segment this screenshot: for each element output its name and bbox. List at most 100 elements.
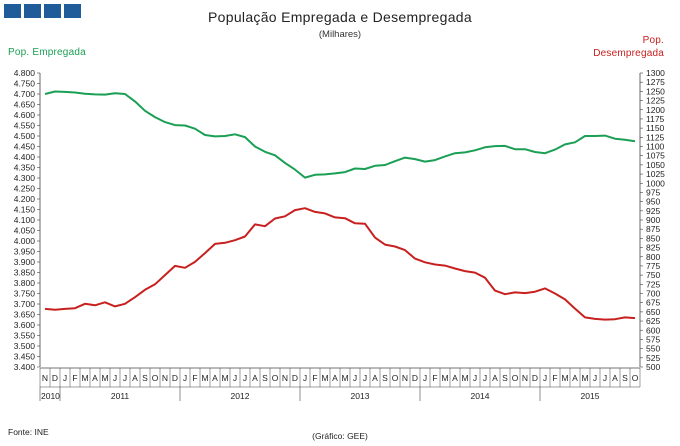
month-label: J <box>483 373 487 383</box>
month-label: O <box>512 373 519 383</box>
right-axis-label-line2: Desempregada <box>593 48 664 59</box>
right-tick-label: 550 <box>646 344 660 354</box>
right-tick-label: 1250 <box>646 86 665 96</box>
logo-block <box>44 4 61 18</box>
left-tick-label: 4.750 <box>14 79 36 89</box>
right-tick-label: 650 <box>646 307 660 317</box>
year-label: 2014 <box>471 391 490 401</box>
month-label: S <box>142 373 148 383</box>
logo-block <box>4 4 21 18</box>
month-label: M <box>441 373 448 383</box>
left-tick-label: 3.900 <box>14 257 36 267</box>
right-tick-label: 750 <box>646 270 660 280</box>
left-tick-label: 4.350 <box>14 163 36 173</box>
month-label: J <box>593 373 597 383</box>
logo-block <box>24 4 41 18</box>
year-label: 2010 <box>41 391 60 401</box>
month-label: J <box>543 373 547 383</box>
month-label: M <box>321 373 328 383</box>
gee-logo <box>4 4 81 18</box>
chart-credit: (Gráfico: GEE) <box>312 431 368 441</box>
left-tick-label: 4.050 <box>14 226 36 236</box>
left-tick-label: 4.650 <box>14 100 36 110</box>
left-tick-label: 4.250 <box>14 184 36 194</box>
left-tick-label: 3.450 <box>14 352 36 362</box>
left-tick-label: 3.600 <box>14 320 36 330</box>
month-label: D <box>292 373 298 383</box>
series-line-unemployed <box>44 207 636 321</box>
left-tick-label: 3.550 <box>14 331 36 341</box>
month-label: J <box>473 373 477 383</box>
right-tick-label: 975 <box>646 187 660 197</box>
left-axis-label: Pop. Empregada <box>8 47 86 58</box>
right-tick-label: 1200 <box>646 105 665 115</box>
month-label: N <box>522 373 528 383</box>
month-label: F <box>552 373 557 383</box>
left-tick-label: 4.600 <box>14 110 36 120</box>
month-label: N <box>162 373 168 383</box>
month-label: F <box>72 373 77 383</box>
left-tick-label: 3.400 <box>14 362 36 372</box>
right-tick-label: 1125 <box>646 132 665 142</box>
month-label: M <box>461 373 468 383</box>
left-tick-label: 4.700 <box>14 89 36 99</box>
month-label: J <box>603 373 607 383</box>
right-tick-label: 1025 <box>646 169 665 179</box>
month-label: A <box>332 373 338 383</box>
left-tick-label: 4.800 <box>14 68 36 78</box>
month-label: S <box>622 373 628 383</box>
right-tick-label: 925 <box>646 206 660 216</box>
month-label: A <box>372 373 378 383</box>
month-label: M <box>81 373 88 383</box>
month-label: O <box>152 373 159 383</box>
year-label: 2015 <box>581 391 600 401</box>
right-tick-label: 625 <box>646 316 660 326</box>
month-label: A <box>132 373 138 383</box>
month-label: J <box>353 373 357 383</box>
month-label: J <box>63 373 67 383</box>
right-tick-label: 725 <box>646 279 660 289</box>
right-tick-label: 600 <box>646 325 660 335</box>
left-tick-label: 4.300 <box>14 173 36 183</box>
month-label: J <box>423 373 427 383</box>
right-tick-label: 575 <box>646 334 660 344</box>
month-label: D <box>412 373 418 383</box>
month-label: O <box>272 373 279 383</box>
month-label: M <box>581 373 588 383</box>
left-tick-label: 4.400 <box>14 152 36 162</box>
logo-block <box>64 4 81 18</box>
month-label: M <box>101 373 108 383</box>
right-tick-label: 1175 <box>646 114 665 124</box>
month-label: N <box>402 373 408 383</box>
month-label: J <box>303 373 307 383</box>
right-tick-label: 875 <box>646 224 660 234</box>
right-tick-label: 1075 <box>646 151 665 161</box>
month-label: A <box>212 373 218 383</box>
left-tick-label: 4.150 <box>14 205 36 215</box>
left-tick-label: 3.650 <box>14 310 36 320</box>
month-label: A <box>252 373 258 383</box>
right-tick-label: 1000 <box>646 178 665 188</box>
right-tick-label: 525 <box>646 353 660 363</box>
month-label: A <box>612 373 618 383</box>
right-tick-label: 1150 <box>646 123 665 133</box>
month-label: D <box>52 373 58 383</box>
month-label: F <box>312 373 317 383</box>
chart-title: População Empregada e Desempregada <box>208 9 472 25</box>
right-tick-label: 1100 <box>646 142 665 152</box>
month-label: M <box>561 373 568 383</box>
year-label: 2013 <box>351 391 370 401</box>
month-label: D <box>172 373 178 383</box>
month-label: A <box>452 373 458 383</box>
left-tick-label: 4.450 <box>14 142 36 152</box>
month-label: J <box>233 373 237 383</box>
left-tick-label: 3.500 <box>14 341 36 351</box>
month-label: N <box>42 373 48 383</box>
chart-subtitle: (Milhares) <box>318 29 362 40</box>
right-tick-label: 825 <box>646 243 660 253</box>
right-tick-label: 800 <box>646 252 660 262</box>
month-label: S <box>502 373 508 383</box>
month-label: O <box>392 373 399 383</box>
month-label: F <box>432 373 437 383</box>
